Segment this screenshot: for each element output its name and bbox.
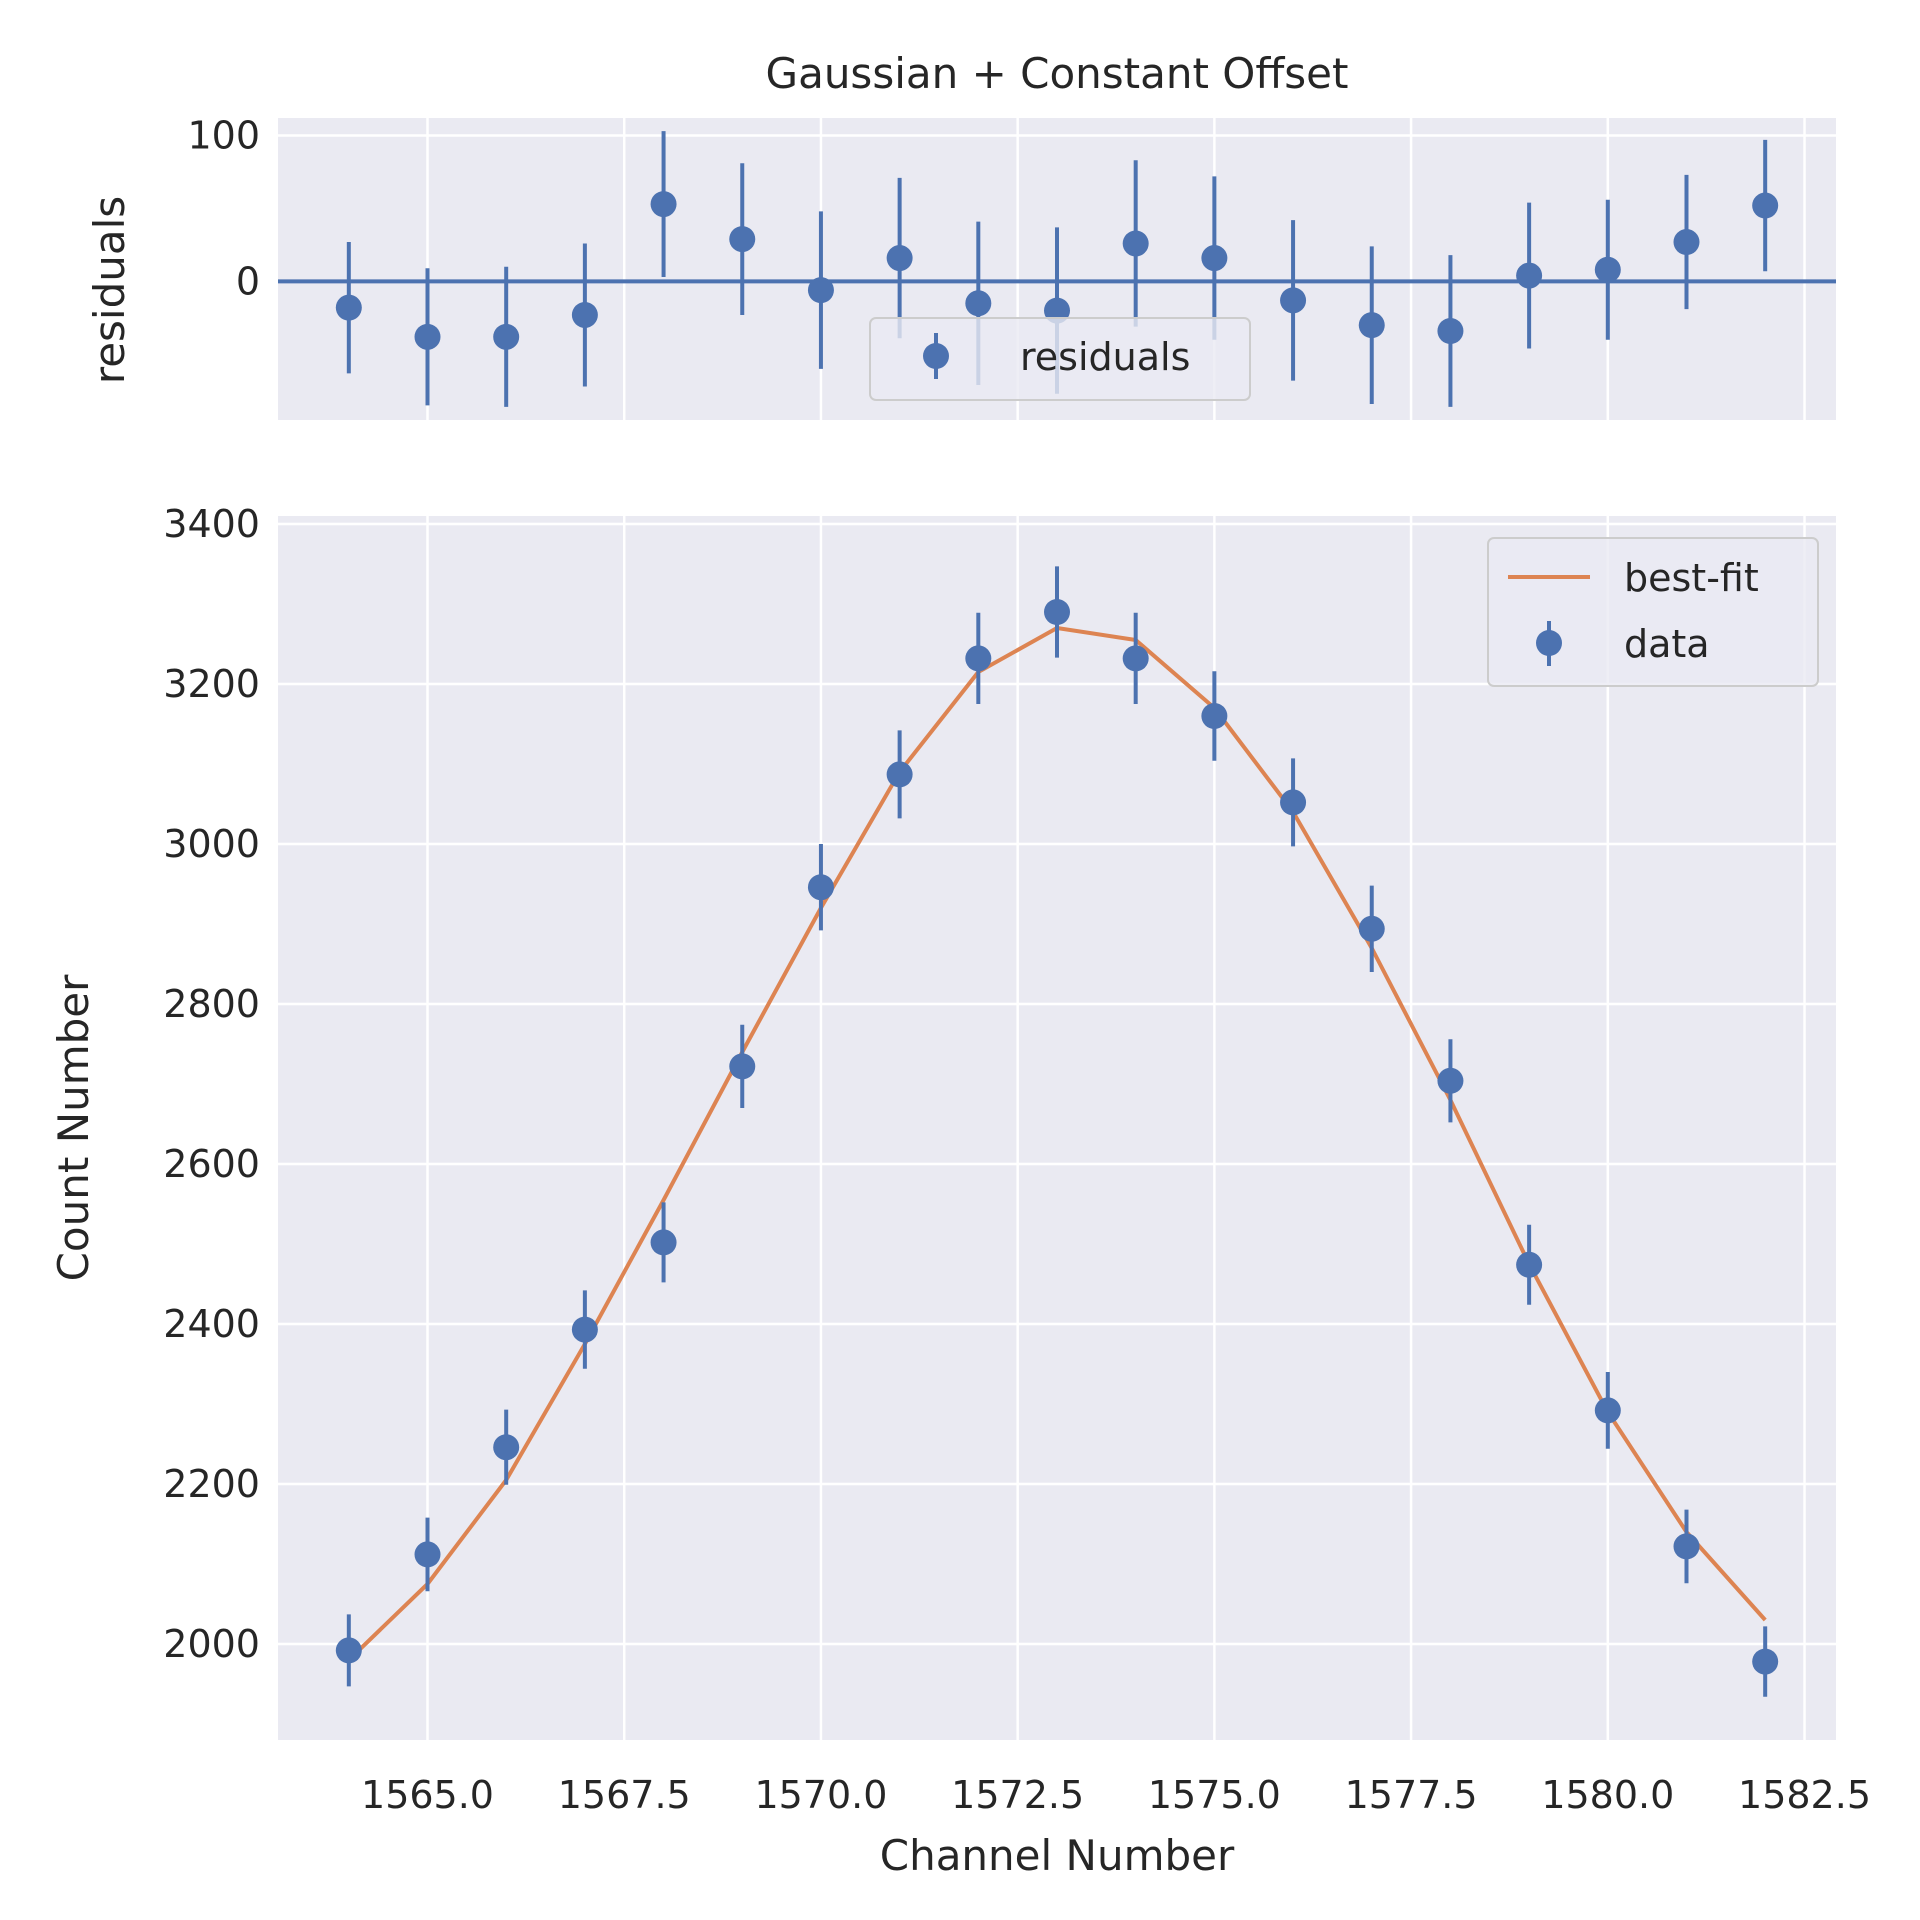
y-tick-label: 3200 <box>163 662 260 706</box>
residuals-point <box>1437 318 1464 345</box>
main-marks <box>335 566 1779 1697</box>
residuals-legend-label: residuals <box>1020 335 1190 379</box>
residuals-legend-box <box>869 317 1251 401</box>
main-y-tick-labels: 2000 2200 2400 2600 2800 3000 3200 3400 <box>163 502 260 1666</box>
residuals-point <box>571 301 598 328</box>
y-tick-label: 2600 <box>163 1142 260 1186</box>
y-tick-label: 2000 <box>163 1622 260 1666</box>
x-tick-label: 1575.0 <box>1148 1773 1281 1817</box>
data-point <box>414 1541 441 1568</box>
residuals-point <box>1673 229 1700 256</box>
main-x-axis-label: Channel Number <box>880 1831 1235 1880</box>
x-tick-label: 1570.0 <box>754 1773 887 1817</box>
data-point <box>1673 1533 1700 1560</box>
y-tick-label: 2800 <box>163 982 260 1026</box>
main-y-axis-label: Count Number <box>49 974 98 1282</box>
residuals-point <box>1752 192 1779 219</box>
residuals-panel: 0 100 Gaussian + Constant Offset residual… <box>85 49 1836 420</box>
y-tick-label: 3000 <box>163 822 260 866</box>
data-point <box>886 761 913 788</box>
y-tick-label: 100 <box>187 114 260 158</box>
residuals-point <box>1122 230 1149 257</box>
y-tick-label: 3400 <box>163 502 260 546</box>
data-point <box>650 1229 677 1256</box>
data-legend-marker <box>1536 630 1562 656</box>
data-point <box>965 645 992 672</box>
residuals-point <box>1358 312 1385 339</box>
residuals-point <box>1516 262 1543 289</box>
data-point <box>1752 1648 1779 1675</box>
chart-title: Gaussian + Constant Offset <box>766 49 1349 98</box>
data-point <box>1516 1251 1543 1278</box>
data-point <box>1201 703 1228 729</box>
data-point <box>1044 599 1070 625</box>
residuals-point <box>650 191 677 218</box>
residuals-point <box>965 290 992 317</box>
residuals-marks <box>278 131 1836 407</box>
residuals-y-axis-label: residuals <box>85 196 134 384</box>
y-tick-label: 0 <box>236 259 260 303</box>
residuals-point <box>1594 256 1621 283</box>
y-tick-label: 2200 <box>163 1462 260 1506</box>
x-tick-label: 1565.0 <box>361 1773 494 1817</box>
data-legend-label: data <box>1624 622 1710 666</box>
data-point <box>1437 1067 1464 1094</box>
residuals-point <box>807 277 834 304</box>
residuals-point <box>886 245 913 272</box>
data-point <box>807 874 834 901</box>
x-tick-label: 1567.5 <box>558 1773 691 1817</box>
residuals-point <box>335 294 362 321</box>
main-plot-area <box>278 516 1836 1740</box>
best-fit-legend-label: best-fit <box>1624 556 1759 600</box>
data-point <box>1280 789 1307 816</box>
y-tick-label: 2400 <box>163 1302 260 1346</box>
data-point <box>1594 1397 1621 1424</box>
data-point <box>1358 915 1385 942</box>
main-legend: best-fit data <box>1487 537 1819 687</box>
residuals-point <box>493 323 520 350</box>
x-tick-label: 1582.5 <box>1738 1773 1871 1817</box>
residuals-y-tick-labels: 0 100 <box>187 114 260 304</box>
residuals-legend: residuals <box>869 317 1251 401</box>
residuals-point <box>729 226 756 253</box>
main-x-tick-labels: 1565.0 1567.5 1570.0 1572.5 1575.0 1577.5 1580… <box>361 1773 1871 1817</box>
data-point <box>493 1434 520 1461</box>
data-point <box>571 1316 598 1343</box>
residuals-legend-marker <box>923 343 949 369</box>
residuals-point <box>414 323 441 350</box>
residuals-point <box>1280 287 1307 314</box>
x-tick-label: 1580.0 <box>1541 1773 1674 1817</box>
data-point <box>729 1053 756 1080</box>
data-point <box>1122 645 1149 672</box>
residuals-point <box>1201 245 1228 272</box>
data-point <box>335 1637 362 1664</box>
x-tick-label: 1577.5 <box>1345 1773 1478 1817</box>
x-tick-label: 1572.5 <box>951 1773 1084 1817</box>
